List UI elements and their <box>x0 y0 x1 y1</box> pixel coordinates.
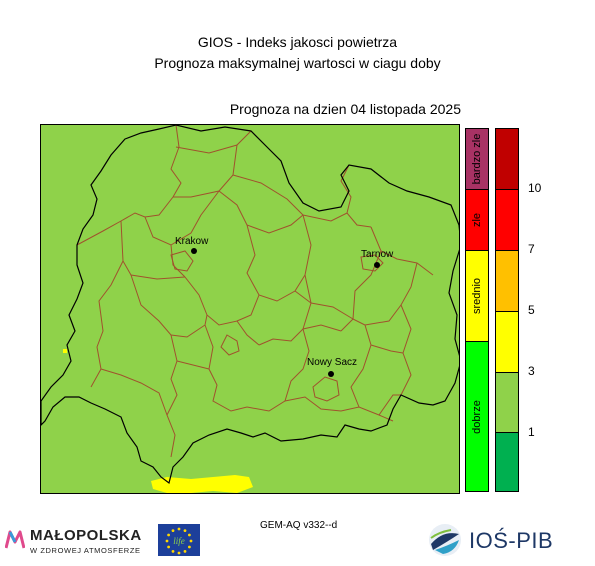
eu-life-logo: life <box>158 524 200 556</box>
city-marker-tarnow <box>374 262 380 268</box>
category-label: zle <box>471 212 483 228</box>
scale-tick-label: 7 <box>528 242 535 256</box>
city-label-nowy-sacz: Nowy Sacz <box>307 357 358 368</box>
forecast-date: Prognoza na dzien 04 listopada 2025 <box>229 101 461 117</box>
malopolska-subtitle: W ZDROWEJ ATMOSFERZE <box>30 546 141 555</box>
region-map-svg <box>41 125 459 493</box>
scale-segment <box>496 373 518 433</box>
ios-pib-name: IOŚ-PIB <box>469 528 554 553</box>
scale-tick-label: 5 <box>528 303 535 317</box>
city-label-krakow: Krakow <box>175 236 209 247</box>
category-label: dobrze <box>471 399 483 434</box>
scale-tick-label: 10 <box>528 181 542 195</box>
hotspot-dot <box>63 349 67 353</box>
eu-stars-icon: life <box>165 527 193 555</box>
scale-tick-label: 1 <box>528 425 535 439</box>
category-srednio: srednio <box>466 251 488 342</box>
scale-segment <box>496 433 518 491</box>
page-title: GIOS - Indeks jakosci powietrza <box>197 34 398 50</box>
scale-segment <box>496 129 518 190</box>
category-bardzo-zle: bardzo zle <box>466 129 488 190</box>
ios-globe-icon <box>429 524 461 556</box>
category-legend: bardzo zle zle srednio dobrze <box>465 128 489 492</box>
category-dobrze: dobrze <box>466 342 488 491</box>
scale-tick-label: 3 <box>528 364 535 378</box>
color-scale <box>495 128 519 492</box>
category-label: srednio <box>471 277 483 315</box>
scale-segment <box>496 312 518 373</box>
region-border <box>41 125 459 485</box>
city-marker-krakow <box>191 248 197 254</box>
scale-segment <box>496 190 518 251</box>
air-quality-map: Krakow Tarnow Nowy Sacz <box>40 124 460 494</box>
malopolska-mark-icon <box>5 530 25 549</box>
hotspot-area <box>151 475 253 493</box>
category-label: bardzo zle <box>471 133 483 185</box>
page-subtitle: Prognoza maksymalnej wartosci w ciagu do… <box>154 55 441 71</box>
ios-pib-logo: IOŚ-PIB <box>425 520 565 560</box>
county-borders <box>76 125 434 458</box>
eu-life-text: life <box>173 536 185 546</box>
malopolska-title: MAŁOPOLSKA <box>30 527 142 544</box>
city-marker-nowy-sacz <box>328 371 334 377</box>
category-zle: zle <box>466 190 488 251</box>
scale-segment <box>496 251 518 312</box>
city-label-tarnow: Tarnow <box>361 249 394 260</box>
model-version: GEM-AQ v332--d <box>260 520 338 531</box>
malopolska-logo: MAŁOPOLSKA W ZDROWEJ ATMOSFERZE <box>5 526 155 560</box>
